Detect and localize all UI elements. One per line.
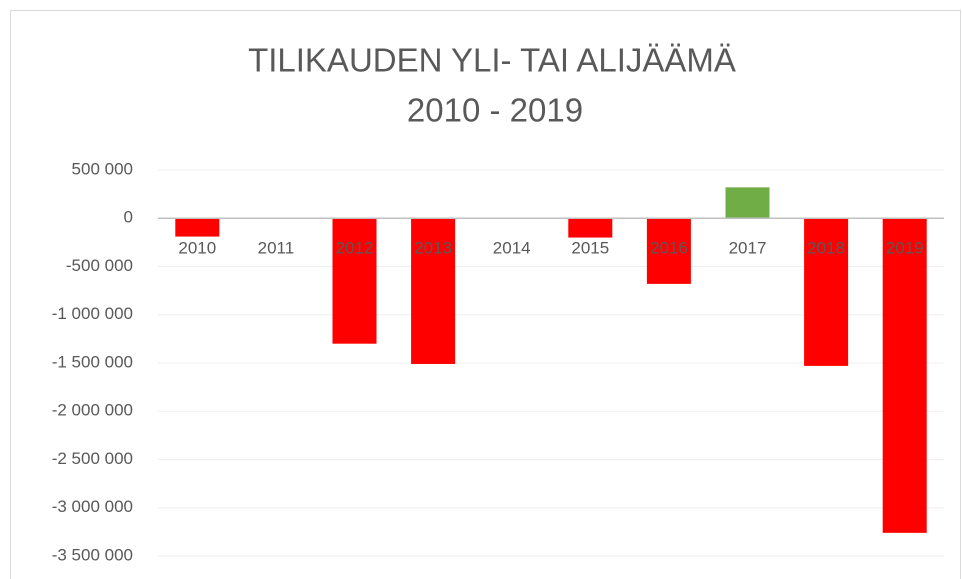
x-tick-label: 2012 xyxy=(336,239,374,258)
x-tick-label: 2018 xyxy=(807,239,845,258)
bar xyxy=(332,218,377,344)
x-tick-label: 2015 xyxy=(571,239,609,258)
y-tick-label: -500 000 xyxy=(66,256,133,275)
y-tick-label: -1 000 000 xyxy=(52,304,133,323)
chart-frame xyxy=(10,10,961,579)
y-tick-label: 500 000 xyxy=(72,159,133,178)
bar xyxy=(568,218,613,238)
bar xyxy=(175,218,220,237)
bar xyxy=(646,218,691,284)
y-tick-label: -2 500 000 xyxy=(52,449,133,468)
x-tick-label: 2019 xyxy=(886,239,924,258)
bar xyxy=(804,218,849,366)
bar xyxy=(411,218,456,364)
y-tick-label: -1 500 000 xyxy=(52,352,133,371)
y-tick-label: 0 xyxy=(124,208,133,227)
x-tick-label: 2016 xyxy=(650,239,688,258)
bar xyxy=(882,218,927,533)
x-tick-label: 2013 xyxy=(414,239,452,258)
chart-title: TILIKAUDEN YLI- TAI ALIJÄÄMÄ xyxy=(248,42,736,79)
y-tick-label: -3 000 000 xyxy=(52,497,133,516)
x-tick-label: 2010 xyxy=(178,239,216,258)
x-tick-label: 2014 xyxy=(493,239,531,258)
x-tick-label: 2017 xyxy=(729,239,767,258)
y-tick-label: -3 500 000 xyxy=(52,545,133,564)
x-tick-label: 2011 xyxy=(258,239,295,258)
y-tick-label: -2 000 000 xyxy=(52,401,133,420)
bar xyxy=(725,187,770,219)
chart-title: 2010 - 2019 xyxy=(407,92,583,129)
